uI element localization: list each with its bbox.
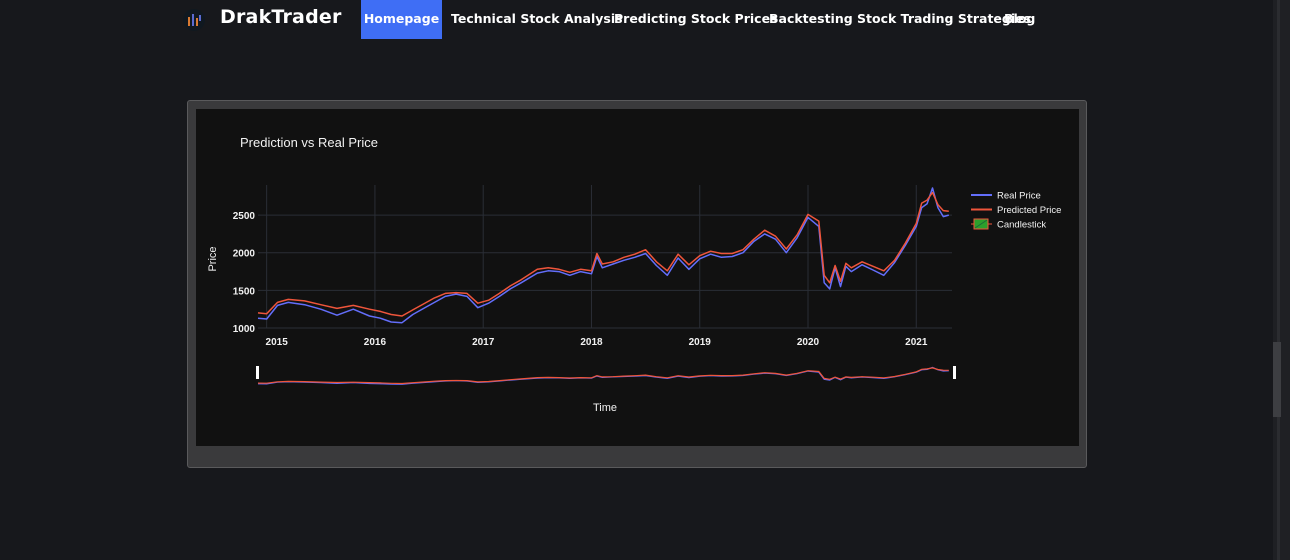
x-tick-label: 2019 <box>689 337 712 348</box>
x-tick-label: 2021 <box>905 337 928 348</box>
x-tick-label: 2020 <box>797 337 820 348</box>
x-tick-label: 2016 <box>364 337 387 348</box>
y-tick-label: 2500 <box>233 211 256 222</box>
series-line-real-price <box>257 187 949 324</box>
nav-technical-stock-analysis[interactable]: Technical Stock Analysis <box>451 11 623 26</box>
page-scrollbar[interactable] <box>1273 0 1290 560</box>
x-axis-label: Time <box>593 402 617 414</box>
nav-predicting-stock-prices[interactable]: Predicting Stock Prices <box>614 11 778 26</box>
chart-card: Prediction vs Real Price Price Time 2015… <box>187 100 1087 468</box>
prediction-chart[interactable]: Prediction vs Real Price Price Time 2015… <box>196 109 1079 446</box>
legend-item[interactable]: Candlestick <box>971 218 1046 231</box>
scrollbar-thumb[interactable] <box>1273 342 1281 417</box>
nav-backtesting-strategies[interactable]: Backtesting Stock Trading Strategies <box>769 11 1032 26</box>
legend-candlestick-slash-icon <box>974 219 988 229</box>
x-tick-label: 2015 <box>266 337 289 348</box>
slider-series-line <box>257 366 949 385</box>
brand-logo-icon[interactable] <box>183 9 205 31</box>
series-line-predicted-price <box>257 191 949 317</box>
x-tick-label: 2018 <box>580 337 603 348</box>
legend-label: Real Price <box>997 191 1041 202</box>
slider-series-line <box>257 367 949 385</box>
legend-label: Candlestick <box>997 220 1046 231</box>
legend-item[interactable]: Real Price <box>971 191 1041 202</box>
y-tick-label: 1000 <box>233 324 256 335</box>
chart-plot-area: Prediction vs Real Price Price Time 2015… <box>196 109 1079 446</box>
legend-item[interactable]: Predicted Price <box>971 205 1061 216</box>
legend-label: Predicted Price <box>997 205 1061 216</box>
nav-blog[interactable]: Blog <box>1004 11 1036 26</box>
range-slider-right-handle[interactable] <box>953 366 956 379</box>
y-tick-label: 2000 <box>233 249 256 260</box>
brand-name[interactable]: DrakTrader <box>220 6 342 28</box>
logo-bars-icon <box>188 14 201 26</box>
chart-title: Prediction vs Real Price <box>240 135 378 150</box>
nav-homepage[interactable]: Homepage <box>361 0 442 39</box>
x-tick-label: 2017 <box>472 337 495 348</box>
y-tick-label: 1500 <box>233 286 256 297</box>
y-axis-label: Price <box>207 246 219 271</box>
scrollbar-track <box>1277 0 1280 560</box>
range-slider-left-handle[interactable] <box>256 366 259 379</box>
